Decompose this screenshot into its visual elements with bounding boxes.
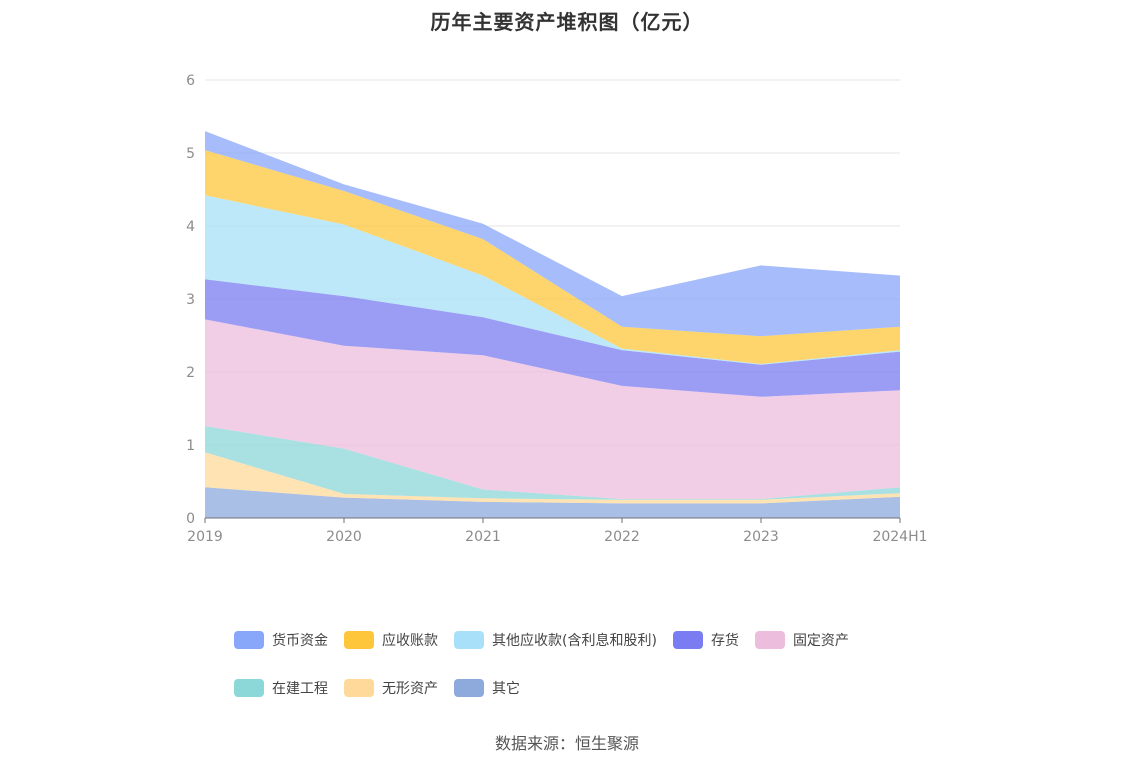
legend-label: 在建工程	[272, 681, 328, 697]
x-tick-label: 2024H1	[872, 529, 927, 545]
chart-title: 历年主要资产堆积图（亿元）	[430, 10, 704, 34]
y-tick-label: 3	[186, 292, 195, 308]
legend-swatch	[344, 631, 374, 649]
legend-swatch	[454, 679, 484, 697]
legend-label: 货币资金	[272, 633, 328, 649]
legend: 货币资金 应收账款 其他应收款(含利息和股利) 存货 固定资产在建工程 无形资产 其它	[234, 630, 934, 698]
area-series-7[interactable]	[205, 131, 900, 337]
x-tick-label: 2020	[326, 529, 362, 545]
area-series-6[interactable]	[205, 150, 900, 364]
legend-label: 固定资产	[792, 633, 849, 649]
y-tick-label: 6	[186, 73, 195, 89]
x-tick-label: 2019	[187, 529, 223, 545]
legend-item[interactable]: 货币资金	[234, 630, 328, 650]
area-series-2[interactable]	[205, 426, 900, 500]
x-tick-label: 2022	[604, 529, 640, 545]
area-series-5[interactable]	[205, 195, 900, 365]
legend-item[interactable]: 其他应收款(含利息和股利)	[454, 630, 657, 650]
area-series-3[interactable]	[205, 319, 900, 499]
legend-label: 存货	[710, 633, 739, 649]
legend-item[interactable]: 在建工程	[234, 678, 328, 698]
y-tick-label: 4	[186, 219, 195, 235]
area-series-1[interactable]	[205, 452, 900, 504]
legend-label: 无形资产	[382, 681, 438, 697]
x-tick-label: 2023	[743, 529, 779, 545]
legend-item[interactable]: 固定资产	[754, 630, 849, 650]
y-tick-label: 1	[186, 438, 195, 454]
legend-swatch	[344, 679, 374, 697]
legend-swatch	[454, 631, 484, 649]
legend-swatch	[672, 631, 703, 649]
x-tick-label: 2021	[465, 529, 501, 545]
axes: 0 1 2 3 4 5 6 2019 2020 2021 2022 2023 2024H1	[186, 73, 927, 545]
legend-swatch	[234, 679, 264, 697]
legend-item[interactable]: 存货	[672, 630, 739, 650]
legend-swatch	[754, 631, 785, 649]
area-series-4[interactable]	[205, 279, 900, 397]
legend-item[interactable]: 应收账款	[344, 630, 438, 650]
legend-swatch	[234, 631, 264, 649]
y-tick-label: 0	[186, 511, 195, 527]
y-tick-label: 5	[186, 146, 195, 162]
legend-item[interactable]: 其它	[454, 678, 520, 698]
legend-label: 应收账款	[382, 633, 438, 649]
legend-label: 其他应收款(含利息和股利)	[492, 633, 657, 649]
area-series	[205, 131, 900, 518]
data-source: 数据来源：恒生聚源	[494, 734, 639, 753]
y-tick-label: 2	[186, 365, 195, 381]
legend-item[interactable]: 无形资产	[344, 678, 438, 698]
legend-label: 其它	[492, 681, 520, 697]
